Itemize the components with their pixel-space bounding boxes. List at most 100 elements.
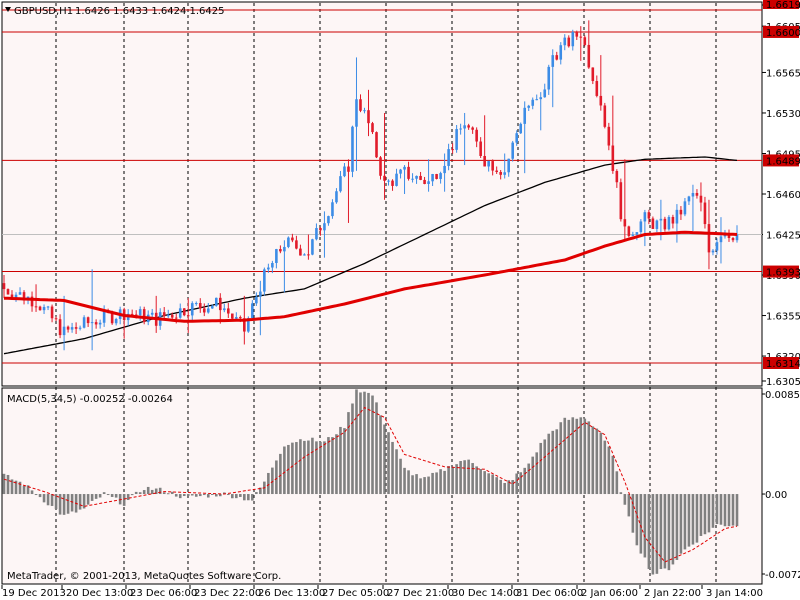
candle-body: [607, 126, 611, 146]
macd-bar: [86, 494, 90, 505]
macd-bar: [299, 439, 302, 495]
macd-bar: [635, 494, 639, 546]
candle-body: [202, 308, 206, 313]
macd-bar: [66, 494, 70, 514]
dropdown-triangle-icon[interactable]: [5, 7, 11, 12]
macd-plot-area: [1, 387, 763, 585]
candle-body: [491, 161, 494, 171]
candle-body: [291, 237, 294, 241]
macd-bar: [150, 489, 154, 495]
macd-bar: [607, 446, 611, 495]
candle-body: [311, 239, 314, 255]
macd-bar: [451, 467, 454, 495]
candle-body: [655, 220, 659, 229]
candle-body: [395, 173, 398, 186]
macd-bar: [479, 469, 482, 495]
macd-bar: [675, 494, 679, 560]
candle-body: [46, 306, 50, 308]
macd-bar: [643, 494, 647, 558]
macd-bar: [587, 421, 591, 495]
macd-bar: [295, 442, 298, 495]
candle-body: [583, 37, 587, 45]
candle-body: [134, 314, 138, 316]
macd-bar: [395, 449, 398, 495]
macd-bar: [423, 477, 426, 495]
macd-bar: [58, 494, 62, 515]
candle-body: [575, 31, 579, 37]
price-tick-label: 1.6460: [766, 190, 800, 201]
macd-bar: [439, 469, 442, 495]
macd-bar: [158, 487, 162, 495]
macd-bar: [575, 418, 579, 495]
candle-body: [235, 317, 238, 319]
macd-bar: [166, 493, 170, 495]
macd-bar: [102, 492, 106, 495]
candle-body: [239, 317, 242, 319]
macd-bar: [403, 467, 406, 495]
macd-bar: [651, 494, 655, 575]
macd-bar: [427, 476, 430, 495]
price-badge-label: 1.6600: [766, 28, 800, 39]
candle-body: [231, 313, 234, 319]
macd-bar: [523, 467, 527, 495]
macd-bar: [499, 479, 502, 495]
macd-bar: [619, 492, 623, 495]
macd-tick-label: -0.00720: [765, 570, 800, 581]
macd-bar: [711, 494, 715, 528]
macd-bar: [243, 494, 246, 501]
macd-bar: [455, 464, 458, 495]
macd-bar: [210, 493, 214, 495]
candle-body: [259, 291, 262, 297]
macd-bar: [419, 478, 422, 495]
candle-body: [6, 289, 10, 295]
macd-bar: [319, 441, 322, 495]
macd-bar: [279, 453, 282, 495]
macd-bar: [291, 442, 294, 495]
candle-body: [635, 232, 639, 235]
macd-bar: [695, 494, 699, 543]
macd-bar: [182, 494, 186, 497]
macd-bar: [691, 494, 695, 545]
candle-body: [463, 125, 466, 129]
macd-bar: [383, 424, 386, 495]
candle-body: [130, 313, 134, 315]
candle-body: [459, 128, 462, 130]
macd-bar: [283, 446, 286, 495]
candle-body: [210, 305, 214, 309]
candle-body: [355, 99, 358, 127]
macd-bar: [527, 463, 531, 495]
candle-body: [351, 126, 354, 172]
macd-bar: [399, 458, 402, 495]
candle-body: [162, 312, 166, 317]
candle-body: [102, 310, 106, 323]
macd-bar: [34, 494, 38, 496]
macd-title: MACD(5,34,5) -0.00252 -0.00264: [7, 394, 173, 405]
candle-body: [703, 202, 707, 225]
macd-bar: [391, 441, 394, 495]
time-tick-label: 3 Jan 14:00: [706, 588, 763, 599]
candle-body: [267, 267, 270, 270]
macd-bar: [571, 417, 575, 495]
macd-bar: [303, 440, 306, 495]
macd-bar: [375, 402, 378, 495]
macd-bar: [82, 494, 86, 509]
macd-bar: [639, 494, 643, 554]
macd-bar: [267, 472, 270, 495]
candle-body: [579, 36, 583, 38]
macd-bar: [443, 470, 446, 495]
macd-bar: [30, 490, 34, 495]
candle-body: [22, 292, 26, 301]
candle-body: [547, 66, 551, 90]
candle-body: [90, 322, 94, 324]
candle-body: [483, 155, 486, 167]
macd-bar: [487, 473, 490, 495]
ma-fast-line: [3, 230, 738, 323]
candle-body: [647, 212, 651, 219]
candle-body: [487, 161, 490, 167]
candle-body: [715, 242, 719, 251]
candle-body: [687, 196, 691, 202]
candle-body: [98, 322, 102, 325]
macd-bar: [194, 494, 198, 497]
macd-bar: [190, 494, 194, 496]
time-tick-label: 23 Dec 22:00: [194, 588, 261, 599]
